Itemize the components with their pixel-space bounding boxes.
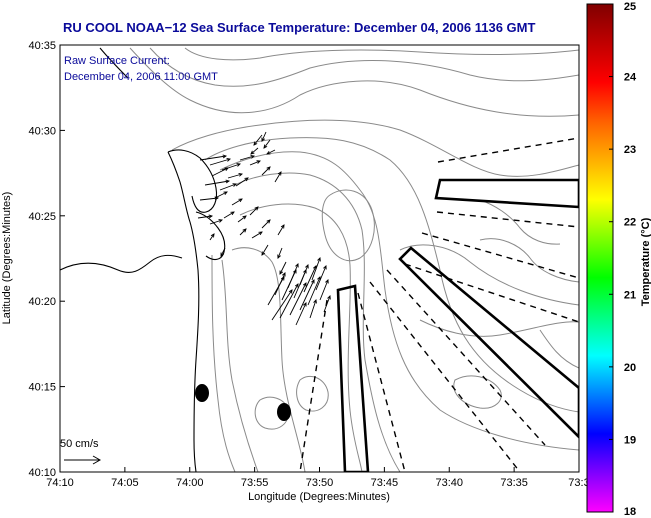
map-plot-area: [60, 45, 579, 472]
y-tick-label: 40:10: [28, 467, 56, 479]
colorbar-tick-label: 19: [624, 434, 636, 446]
surface-current-vectors: [197, 131, 331, 326]
colorbar-tick-label: 21: [624, 289, 636, 301]
colorbar-tick-label: 23: [624, 144, 636, 156]
colorbar-label: Temperature (°C): [640, 217, 651, 306]
colorbar-tick-label: 24: [624, 72, 637, 84]
current-annotation-line1: Raw Surface Current:: [64, 55, 170, 67]
radar-sector-lines: [299, 137, 579, 472]
y-axis-label: Latitude (Degrees:Minutes): [1, 192, 13, 325]
x-axis-ticks: 74:10 74:05 74:00 73:55 73:50 73:45 73:40 73:35…: [46, 467, 590, 489]
colorbar-ticks: 25 24 23 22 21 20 19 18: [609, 1, 637, 518]
x-tick-label: 73:3: [568, 477, 589, 489]
colorbar-tick-label: 22: [624, 217, 636, 229]
x-tick-label: 73:40: [435, 477, 463, 489]
x-axis-label: Longitude (Degrees:Minutes): [248, 491, 390, 503]
coastline: [60, 47, 226, 472]
y-tick-label: 40:35: [28, 40, 56, 52]
x-tick-label: 74:05: [111, 477, 139, 489]
y-tick-label: 40:30: [28, 125, 56, 137]
black-ellipse-marker: [277, 403, 291, 421]
y-tick-label: 40:15: [28, 382, 56, 394]
colorbar: 25 24 23 22 21 20 19 18 Temperature (°C): [586, 1, 651, 518]
x-tick-label: 74:10: [46, 477, 74, 489]
x-tick-label: 73:45: [371, 477, 399, 489]
colorbar-gradient: [586, 3, 614, 513]
y-tick-label: 40:25: [28, 211, 56, 223]
x-tick-label: 73:55: [241, 477, 269, 489]
scale-label: 50 cm/s: [60, 438, 99, 450]
x-tick-label: 73:50: [306, 477, 334, 489]
sampling-boxes: [336, 178, 579, 472]
chart-title: RU COOL NOAA−12 Sea Surface Temperature:…: [63, 20, 535, 35]
y-axis-ticks: 40:35 40:30 40:25 40:20 40:15 40:10: [28, 40, 65, 479]
y-tick-label: 40:20: [28, 296, 56, 308]
colorbar-tick-label: 20: [624, 362, 636, 374]
bathymetry-contours: [129, 47, 579, 472]
scale-arrow: [64, 455, 102, 465]
x-tick-label: 74:00: [176, 477, 204, 489]
colorbar-tick-label: 18: [624, 506, 636, 518]
current-annotation-line2: December 04, 2006 11:00 GMT: [64, 71, 218, 83]
x-tick-label: 73:35: [500, 477, 528, 489]
black-ellipse-marker: [195, 384, 209, 402]
colorbar-tick-label: 25: [624, 1, 636, 13]
